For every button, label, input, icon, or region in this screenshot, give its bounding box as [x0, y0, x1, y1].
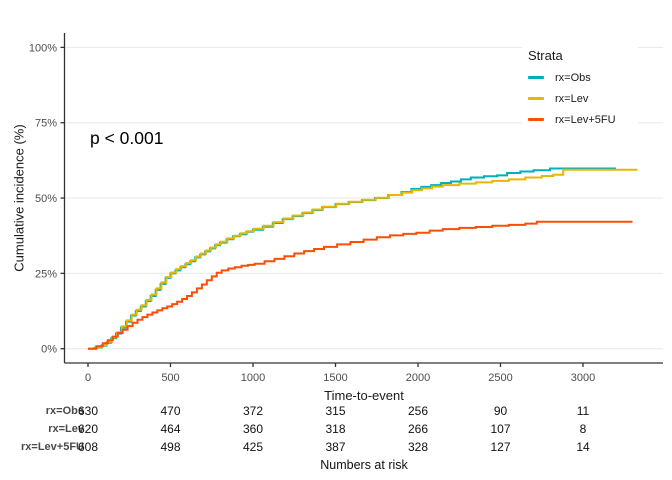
x-tick-label: 1500 [323, 372, 347, 384]
risk-row-label: rx=Lev [48, 423, 84, 435]
legend-item-label: rx=Lev [555, 92, 589, 105]
risk-value: 11 [576, 404, 590, 418]
x-tick-label: 2500 [488, 372, 512, 384]
risk-value: 14 [576, 440, 590, 454]
legend-line-swatch [528, 97, 544, 100]
risk-value: 387 [325, 440, 346, 454]
risk-value: 360 [242, 422, 264, 436]
curve-rx-lev-5fu [88, 220, 633, 350]
risk-value: 8 [579, 422, 587, 436]
p-value-annotation: p < 0.001 [90, 128, 164, 148]
risk-row-label: rx=Obs [45, 405, 84, 417]
legend-line-swatch [528, 118, 544, 121]
risk-value: 630 [77, 404, 99, 418]
risk-value: 107 [490, 422, 511, 436]
legend-title: Strata [528, 48, 563, 63]
risk-row-label: rx=Lev+5FU [21, 441, 84, 453]
legend-item-rx-obs: rx=Obs [528, 67, 638, 88]
x-tick-label: 500 [161, 372, 179, 384]
risk-value: 266 [407, 422, 429, 436]
y-tick-label: 25% [35, 268, 57, 280]
risk-value: 464 [160, 422, 181, 436]
curve-rx-obs [88, 167, 616, 350]
x-axis-title: Time-to-event [324, 388, 404, 403]
risk-value: 498 [160, 440, 181, 454]
risk-value: 620 [77, 422, 99, 436]
legend-item-label: rx=Obs [555, 71, 591, 84]
x-tick-label: 3000 [571, 372, 595, 384]
risk-value: 608 [77, 440, 99, 454]
y-tick-label: 50% [35, 193, 57, 205]
legend-item-rx-lev-5fu: rx=Lev+5FU [528, 109, 638, 130]
y-tick-label: 100% [29, 42, 57, 54]
risk-value: 470 [160, 404, 181, 418]
y-tick-label: 0% [41, 344, 57, 356]
legend-items: rx=Obs rx=Lev rx=Lev+5FU [522, 67, 638, 130]
risk-value: 318 [325, 422, 346, 436]
risk-value: 328 [407, 440, 429, 454]
risk-value: 127 [490, 440, 511, 454]
x-tick-label: 2000 [406, 372, 430, 384]
x-tick-label: 1000 [241, 372, 265, 384]
risk-value: 90 [493, 404, 508, 418]
y-tick-label: 75% [35, 118, 57, 130]
risk-value: 256 [407, 404, 429, 418]
legend: Strata rx=Obs rx=Lev rx=Lev+5FU [522, 42, 638, 142]
x-tick-label: 0 [85, 372, 91, 384]
risk-value: 425 [242, 440, 264, 454]
legend-line-swatch [528, 76, 544, 79]
curve-rx-lev [88, 168, 638, 350]
legend-item-rx-lev: rx=Lev [528, 88, 638, 109]
legend-item-label: rx=Lev+5FU [555, 113, 616, 126]
y-axis-title: Cumulative incidence (%) [11, 124, 27, 272]
risk-value: 315 [325, 404, 346, 418]
risk-table-caption: Numbers at risk [320, 458, 408, 472]
risk-value: 372 [242, 404, 264, 418]
